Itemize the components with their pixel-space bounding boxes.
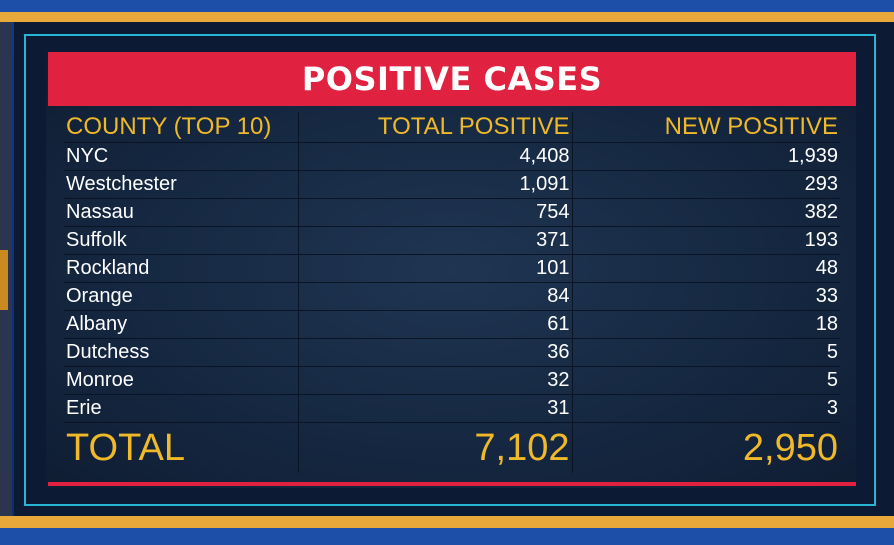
- total-positive-cell: 4,408: [298, 142, 573, 171]
- total-positive-cell: 32: [298, 366, 573, 395]
- county-cell: Nassau: [64, 198, 299, 227]
- table-row: Westchester 1,091 293: [64, 170, 840, 199]
- table-row: Orange 84 33: [64, 282, 840, 311]
- table-row: Nassau 754 382: [64, 198, 840, 227]
- new-positive-cell: 18: [572, 310, 840, 339]
- top-gold-stripe: [0, 12, 894, 22]
- new-positive-cell: 48: [572, 254, 840, 283]
- cases-table: COUNTY (TOP 10) TOTAL POSITIVE NEW POSIT…: [64, 112, 840, 473]
- new-positive-sum: 2,950: [742, 426, 838, 469]
- new-positive-cell: 3: [572, 394, 840, 423]
- county-cell: NYC: [64, 142, 299, 171]
- page-title: POSITIVE CASES: [48, 52, 856, 106]
- top-blue-stripe: [0, 0, 894, 12]
- county-cell: Suffolk: [64, 226, 299, 255]
- total-positive-cell: 31: [298, 394, 573, 423]
- county-cell: Orange: [64, 282, 299, 311]
- new-positive-cell: 1,939: [572, 142, 840, 171]
- total-row: TOTAL 7,102 2,950: [64, 422, 840, 473]
- header-total-positive: TOTAL POSITIVE: [298, 112, 573, 143]
- table-row: Erie 31 3: [64, 394, 840, 423]
- new-positive-cell: 193: [572, 226, 840, 255]
- total-positive-cell: 101: [298, 254, 573, 283]
- table-row: Suffolk 371 193: [64, 226, 840, 255]
- total-positive-cell: 1,091: [298, 170, 573, 199]
- table-row: Rockland 101 48: [64, 254, 840, 283]
- bottom-gold-stripe: [0, 516, 894, 528]
- new-positive-cell: 33: [572, 282, 840, 311]
- new-positive-cell: 5: [572, 338, 840, 367]
- bottom-blue-stripe: [0, 528, 894, 545]
- left-edge-accent: [0, 250, 8, 310]
- total-positive-cell: 754: [298, 198, 573, 227]
- new-positive-cell: 5: [572, 366, 840, 395]
- new-positive-cell: 382: [572, 198, 840, 227]
- total-positive-cell: 84: [298, 282, 573, 311]
- total-positive-cell: 61: [298, 310, 573, 339]
- county-cell: Rockland: [64, 254, 299, 283]
- county-cell: Erie: [64, 394, 299, 423]
- total-positive-cell: 36: [298, 338, 573, 367]
- county-cell: Albany: [64, 310, 299, 339]
- bottom-red-rule: [48, 482, 856, 486]
- new-positive-cell: 293: [572, 170, 840, 199]
- county-cell: Dutchess: [64, 338, 299, 367]
- total-label: TOTAL: [64, 422, 299, 473]
- total-positive-cell: 371: [298, 226, 573, 255]
- county-cell: Westchester: [64, 170, 299, 199]
- header-row: COUNTY (TOP 10) TOTAL POSITIVE NEW POSIT…: [64, 112, 840, 143]
- header-county: COUNTY (TOP 10): [64, 112, 299, 143]
- table-row: NYC 4,408 1,939: [64, 142, 840, 171]
- table-row: Dutchess 36 5: [64, 338, 840, 367]
- table-row: Monroe 32 5: [64, 366, 840, 395]
- table-row: Albany 61 18: [64, 310, 840, 339]
- header-new-positive: NEW POSITIVE: [572, 112, 840, 143]
- cyan-frame: [24, 34, 876, 506]
- cases-table-area: COUNTY (TOP 10) TOTAL POSITIVE NEW POSIT…: [64, 112, 840, 480]
- county-cell: Monroe: [64, 366, 299, 395]
- total-positive-sum: 7,102: [298, 422, 573, 473]
